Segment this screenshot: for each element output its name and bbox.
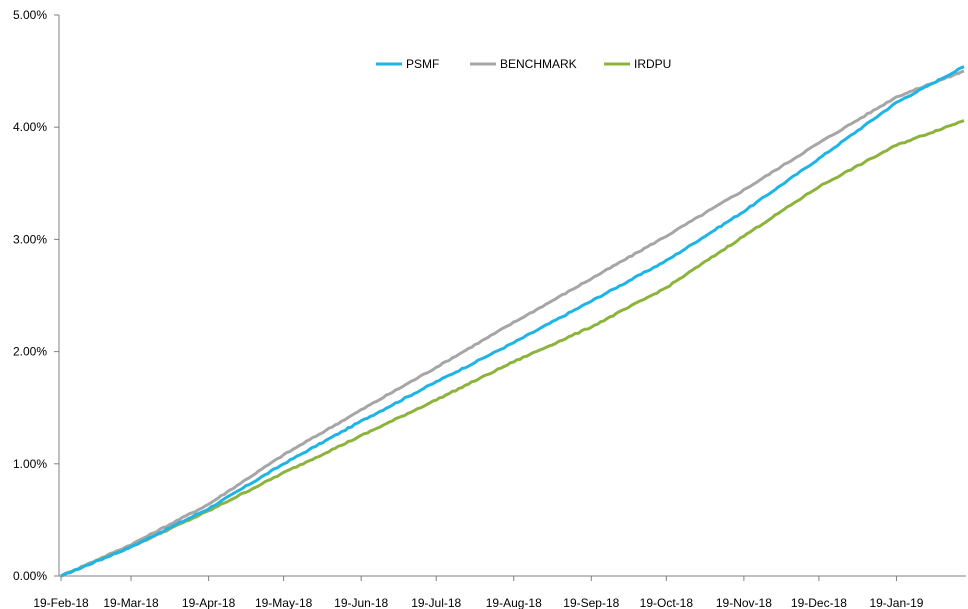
y-tick-label: 0.00% bbox=[13, 569, 47, 583]
x-tick-label: 19-Jun-18 bbox=[334, 596, 388, 609]
x-tick-label: 19-Dec-18 bbox=[791, 596, 847, 609]
legend-label-irdpu: IRDPU bbox=[634, 57, 671, 71]
legend: PSMF BENCHMARK IRDPU bbox=[376, 57, 671, 71]
axes: 0.00% 1.00% 2.00% 3.00% 4.00% 5.00% 19-Feb-18 1… bbox=[13, 8, 966, 609]
x-tick-label: 19-Jul-18 bbox=[411, 596, 461, 609]
x-tick-label: 19-Apr-18 bbox=[182, 596, 236, 609]
x-tick-label: 19-May-18 bbox=[255, 596, 313, 609]
y-tick-label: 2.00% bbox=[13, 345, 47, 359]
legend-label-benchmark: BENCHMARK bbox=[500, 57, 577, 71]
legend-label-psmf: PSMF bbox=[406, 57, 439, 71]
x-tick-label: 19-Jan-19 bbox=[869, 596, 923, 609]
series-line-benchmark bbox=[60, 69, 965, 578]
series-lines bbox=[60, 65, 965, 578]
x-tick-label: 19-Oct-18 bbox=[640, 596, 694, 609]
x-tick-label: 19-Sep-18 bbox=[563, 596, 619, 609]
series-line-psmf bbox=[60, 65, 965, 578]
x-tick-label: 19-Nov-18 bbox=[716, 596, 772, 609]
x-tick-label: 19-Aug-18 bbox=[486, 596, 542, 609]
y-tick-label: 1.00% bbox=[13, 457, 47, 471]
x-tick-label: 19-Mar-18 bbox=[103, 596, 159, 609]
y-tick-label: 3.00% bbox=[13, 232, 47, 246]
x-tick-label: 19-Feb-18 bbox=[33, 596, 89, 609]
series-line-irdpu bbox=[60, 119, 965, 578]
y-tick-label: 4.00% bbox=[13, 120, 47, 134]
y-tick-label: 5.00% bbox=[13, 8, 47, 22]
